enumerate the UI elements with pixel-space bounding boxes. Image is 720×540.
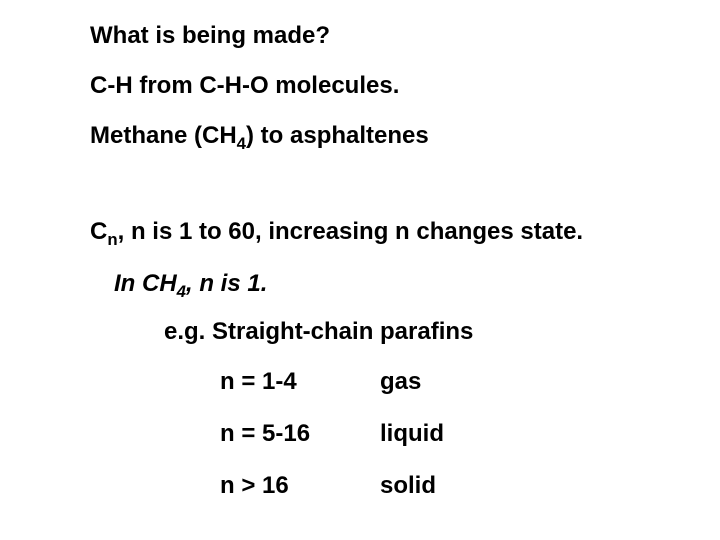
cn-sub: n (107, 230, 117, 249)
text-eg-parafins: e.g. Straight-chain parafins (164, 318, 473, 346)
text-ch-from-cho: C-H from C-H-O molecules. (90, 72, 399, 100)
heading-what-made: What is being made? (90, 22, 330, 50)
row1-state: gas (380, 368, 421, 396)
cn-pre: C (90, 218, 107, 245)
methane-pre: Methane (CH (90, 122, 237, 149)
row2-range: n = 5-16 (220, 420, 310, 448)
cn-post: , n is 1 to 60, increasing n changes sta… (118, 218, 584, 245)
text-methane-asphaltenes: Methane (CH4) to asphaltenes (90, 122, 429, 150)
row2-state: liquid (380, 420, 444, 448)
row1-range: n = 1-4 (220, 368, 297, 396)
text-in-ch4: In CH4, n is 1. (114, 270, 267, 298)
inch4-post: , n is 1. (186, 270, 267, 297)
row3-state: solid (380, 472, 436, 500)
methane-post: ) to asphaltenes (246, 122, 429, 149)
row3-range: n > 16 (220, 472, 289, 500)
inch4-sub: 4 (177, 282, 186, 301)
methane-sub: 4 (237, 134, 246, 153)
text-cn-range: Cn, n is 1 to 60, increasing n changes s… (90, 218, 583, 246)
inch4-pre: In CH (114, 270, 177, 297)
